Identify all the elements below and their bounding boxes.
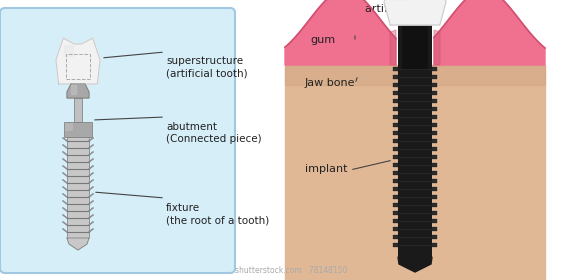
Bar (393, 83, 398, 87)
Bar (432, 75, 437, 79)
Bar (393, 187, 398, 191)
Bar (432, 195, 437, 199)
Text: artificial tooth: artificial tooth (365, 4, 443, 14)
Bar (393, 235, 398, 239)
Bar (432, 99, 437, 103)
Bar (432, 163, 437, 167)
Bar (393, 131, 398, 135)
Bar (432, 243, 437, 247)
Polygon shape (390, 30, 396, 65)
FancyBboxPatch shape (0, 8, 235, 273)
Text: fixture
(the root of a tooth): fixture (the root of a tooth) (166, 203, 269, 225)
Bar (393, 203, 398, 207)
Bar (393, 227, 398, 231)
Bar (432, 147, 437, 151)
Bar (432, 67, 437, 71)
Bar (432, 139, 437, 143)
Bar (393, 163, 398, 167)
Bar (393, 75, 398, 79)
Bar (432, 155, 437, 159)
Text: implant: implant (305, 164, 347, 174)
Polygon shape (67, 238, 89, 250)
Polygon shape (285, 0, 396, 65)
Bar (398, 25, 432, 257)
Polygon shape (67, 84, 89, 98)
Bar (432, 123, 437, 127)
Bar (432, 83, 437, 87)
Bar (432, 187, 437, 191)
Polygon shape (434, 0, 545, 65)
Bar (393, 99, 398, 103)
Bar (393, 243, 398, 247)
Bar (432, 219, 437, 223)
Bar (432, 107, 437, 111)
Text: gum: gum (310, 35, 335, 45)
Bar (432, 91, 437, 95)
Bar (67, 137, 89, 238)
Bar (393, 147, 398, 151)
Bar (393, 123, 398, 127)
Bar (64, 122, 92, 137)
Polygon shape (64, 45, 73, 56)
Bar (432, 131, 437, 135)
Bar (402, 25, 428, 70)
Bar (393, 211, 398, 215)
Text: shutterstock.com · 78148150: shutterstock.com · 78148150 (235, 266, 347, 275)
Text: abutment
(Connected piece): abutment (Connected piece) (166, 122, 262, 144)
Bar (393, 195, 398, 199)
Polygon shape (384, 0, 446, 25)
Bar (393, 219, 398, 223)
Bar (65, 123, 73, 131)
Bar (432, 171, 437, 175)
Polygon shape (285, 65, 545, 280)
Bar (393, 179, 398, 183)
Bar (393, 115, 398, 119)
Polygon shape (56, 38, 100, 84)
Bar (432, 235, 437, 239)
Bar (432, 203, 437, 207)
Bar (393, 107, 398, 111)
Polygon shape (398, 257, 432, 272)
Polygon shape (71, 85, 76, 94)
Bar (432, 211, 437, 215)
Bar (74, 98, 82, 122)
Bar (393, 155, 398, 159)
Bar (432, 227, 437, 231)
Bar (393, 139, 398, 143)
Bar (432, 115, 437, 119)
Text: Jaw bone: Jaw bone (305, 78, 356, 88)
Polygon shape (285, 65, 545, 85)
Text: superstructure
(artificial tooth): superstructure (artificial tooth) (166, 56, 248, 78)
Polygon shape (434, 30, 440, 65)
Bar (393, 91, 398, 95)
Bar (393, 171, 398, 175)
Bar (432, 179, 437, 183)
Bar (393, 67, 398, 71)
